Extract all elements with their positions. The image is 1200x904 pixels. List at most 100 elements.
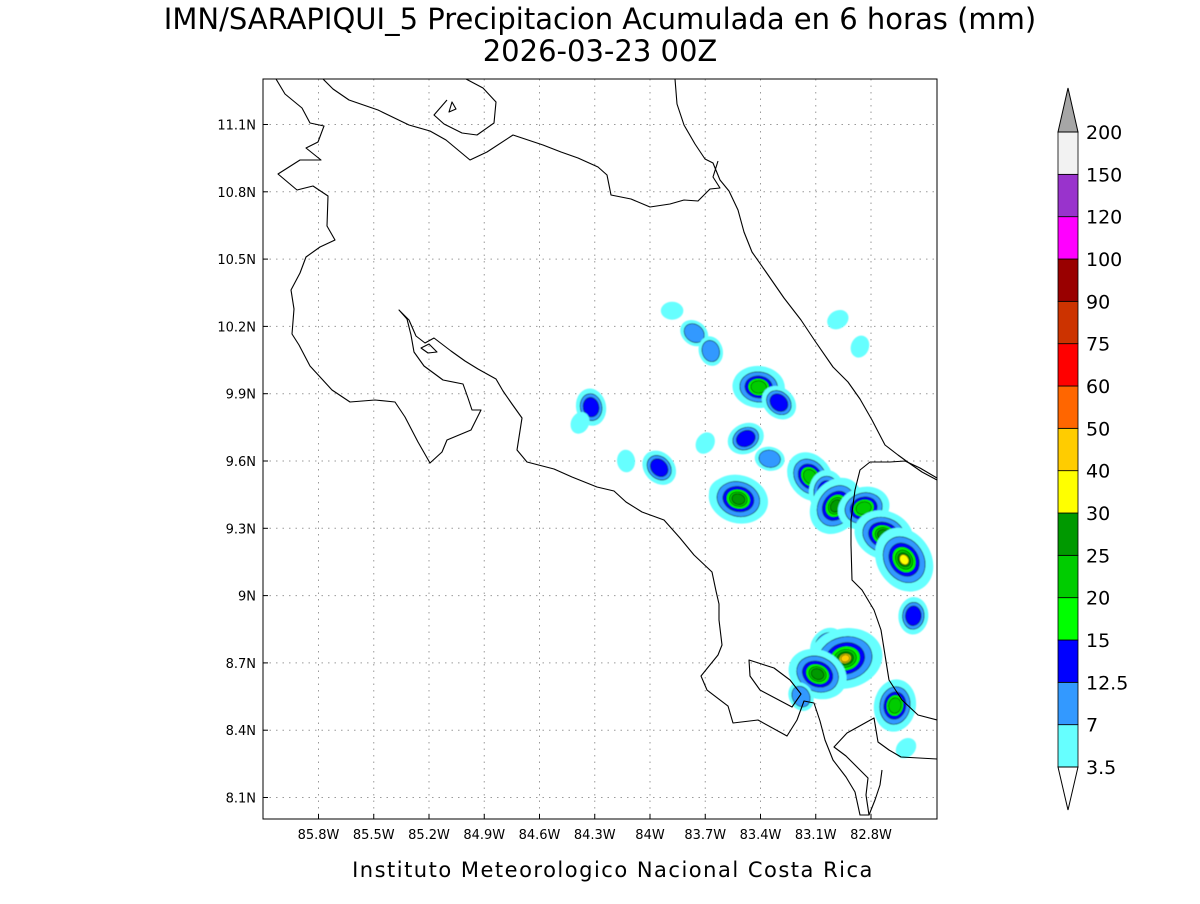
caribbean-coastline (674, 79, 937, 481)
precip-contour (899, 554, 910, 566)
colorbar-label: 60 (1086, 376, 1110, 398)
map-border (262, 78, 938, 820)
coastline (275, 79, 937, 816)
colorbar-swatch (1057, 681, 1079, 726)
precip-contour (895, 737, 917, 759)
precip-contour (617, 449, 636, 473)
precip-cell (874, 527, 934, 592)
precip-contour (695, 432, 715, 454)
panama-border (850, 460, 937, 721)
burica-peninsula (868, 769, 883, 816)
colorbar-label: 15 (1086, 630, 1110, 652)
y-tick-label: 10.8N (217, 186, 256, 201)
map-frame (263, 79, 937, 819)
colorbar-swatch (1057, 300, 1079, 345)
precip-cell (680, 319, 709, 347)
y-tick-label: 9.9N (226, 388, 256, 403)
precip-cell (695, 432, 715, 454)
map-subtitle: 2026-03-23 00Z (483, 34, 718, 68)
precip-contour (840, 654, 850, 663)
colorbar-swatch (1057, 554, 1079, 599)
y-tick-label: 8.1N (226, 792, 256, 807)
colorbar-label: 3.5 (1086, 757, 1116, 779)
x-tick-label: 85.2W (408, 828, 450, 843)
colorbar-swatch (1057, 512, 1079, 556)
colorbar-swatch (1057, 131, 1079, 175)
colorbar-label: 25 (1086, 545, 1110, 567)
colorbar-swatch (1057, 173, 1079, 218)
colorbar-label: 7 (1086, 715, 1098, 737)
colorbar-label: 30 (1086, 503, 1110, 525)
precip-cell (898, 597, 929, 635)
y-tick-label: 11.1N (217, 119, 256, 134)
precip-contour (827, 309, 849, 330)
x-tick-label: 84W (635, 828, 665, 843)
precip-contour (701, 340, 720, 363)
precip-contour (810, 668, 825, 680)
colorbar-label: 120 (1086, 207, 1122, 229)
precip-contour (769, 393, 789, 412)
precip-contour (888, 697, 902, 714)
colorbar-swatch (1057, 343, 1079, 387)
y-tick-label: 9.6N (226, 455, 256, 470)
precip-contour (850, 335, 870, 358)
colorbar-label: 12.5 (1086, 672, 1128, 694)
colorbar-label: 200 (1086, 122, 1122, 144)
colorbar-legend: 3.5 7 12.5 15 20 25 30 40 50 60 75 90 100 120 150 200 (1057, 87, 1128, 811)
latitude-axis: 11.1N 10.8N 10.5N 10.2N 9.9N 9.6N 9.3N 9N 8.7N 8.… (217, 119, 268, 807)
x-tick-label: 82.8W (850, 828, 892, 843)
y-tick-label: 9N (238, 590, 256, 605)
precip-contour (582, 397, 600, 418)
x-tick-label: 85.5W (353, 828, 395, 843)
y-tick-label: 9.3N (226, 522, 256, 537)
precip-cell (660, 301, 684, 320)
ometepe-island (448, 101, 457, 113)
colorbar-over-arrow (1057, 87, 1079, 133)
y-tick-label: 10.2N (217, 320, 256, 335)
x-tick-label: 83.4W (740, 828, 782, 843)
colorbar-label: 100 (1086, 249, 1122, 271)
precip-cell (827, 309, 849, 330)
precip-cell (850, 335, 870, 358)
precip-contour (736, 430, 756, 448)
precip-contour (758, 449, 781, 468)
x-tick-label: 84.6W (519, 828, 561, 843)
map-title: IMN/SARAPIQUI_5 Precipitacion Acumulada … (164, 2, 1036, 36)
colorbar-swatch (1057, 216, 1079, 260)
y-tick-label: 8.7N (226, 657, 256, 672)
y-tick-label: 10.5N (217, 253, 256, 268)
precip-cell (698, 336, 724, 366)
precip-contour (731, 493, 746, 505)
precip-contour (650, 458, 669, 477)
precip-contour (660, 301, 684, 320)
colorbar-label: 50 (1086, 418, 1110, 440)
x-tick-label: 84.3W (574, 828, 616, 843)
colorbar-swatch (1057, 724, 1079, 768)
precip-cell (761, 385, 797, 420)
x-tick-label: 84.9W (463, 828, 505, 843)
coastline-borders (275, 79, 937, 816)
colorbar-label: 75 (1086, 334, 1110, 356)
precipitation-field (570, 301, 934, 759)
precip-contour (905, 605, 922, 626)
x-tick-label: 83.7W (684, 828, 726, 843)
precip-cell (617, 449, 636, 473)
colorbar-label: 40 (1086, 461, 1110, 483)
precip-contour (750, 380, 767, 394)
colorbar-swatch (1057, 470, 1079, 514)
map-plot-area: 85.8W 85.5W 85.2W 84.9W 84.6W 84.3W 84W 83.7W 83… (217, 78, 938, 843)
colorbar-under-arrow (1057, 766, 1079, 811)
colorbar-swatch (1057, 597, 1079, 641)
colorbar-label: 90 (1086, 291, 1110, 313)
precip-contour (570, 412, 590, 434)
lake-nicaragua-shore (433, 79, 497, 136)
x-tick-label: 85.8W (298, 828, 340, 843)
colorbar-label: 20 (1086, 588, 1110, 610)
colorbar-swatch (1057, 385, 1079, 429)
precip-cell (754, 446, 785, 471)
longitude-axis: 85.8W 85.5W 85.2W 84.9W 84.6W 84.3W 84W 83.7W 83… (298, 814, 892, 843)
precip-cell (642, 450, 677, 485)
arenal-lake (420, 343, 438, 354)
y-tick-label: 8.4N (226, 724, 256, 739)
